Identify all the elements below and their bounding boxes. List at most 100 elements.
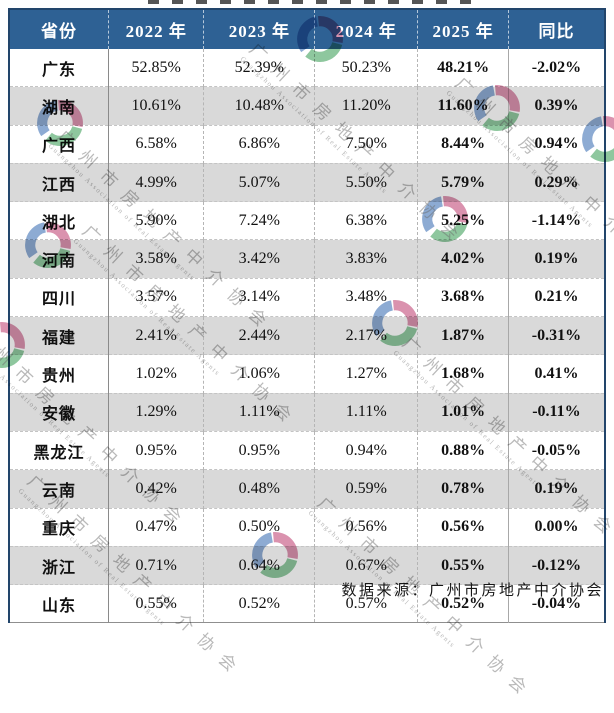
value-cell: -0.31%	[508, 316, 605, 355]
value-cell: 1.87%	[417, 316, 509, 355]
column-header: 省份	[9, 9, 110, 49]
province-cell: 福建	[9, 316, 110, 355]
value-cell: 0.64%	[203, 545, 316, 585]
value-cell: 3.68%	[417, 277, 509, 317]
value-cell: 52.39%	[203, 49, 316, 87]
value-cell: 0.71%	[108, 545, 205, 585]
value-cell: 3.57%	[108, 277, 205, 317]
province-cell: 广西	[9, 124, 110, 164]
value-cell: 0.55%	[417, 545, 509, 585]
value-cell: 0.47%	[108, 507, 205, 547]
province-cell: 广东	[9, 49, 110, 87]
province-cell: 黑龙江	[9, 430, 110, 470]
value-cell: 0.56%	[417, 507, 509, 547]
value-cell: -0.11%	[508, 392, 605, 432]
value-cell: 11.20%	[314, 86, 419, 126]
value-cell: 50.23%	[314, 49, 419, 87]
table-row: 广东 52.85% 52.39% 50.23% 48.21% -2.02%	[9, 49, 605, 87]
value-cell: 6.86%	[203, 124, 316, 164]
column-header: 2022 年	[108, 9, 205, 49]
value-cell: -0.12%	[508, 545, 605, 585]
value-cell: 0.39%	[508, 86, 605, 126]
table-container: 省份 2022 年 2023 年 2024 年 2025 年同比 广东 52.85% 52.…	[8, 8, 606, 624]
value-cell: 1.06%	[203, 354, 316, 394]
province-cell: 云南	[9, 469, 110, 509]
column-header: 2023 年	[203, 9, 316, 49]
header-row: 省份 2022 年 2023 年 2024 年 2025 年同比	[9, 9, 605, 49]
table-row: 广西 6.58% 6.86% 7.50% 8.44% 0.94%	[9, 124, 605, 164]
province-cell: 湖南	[9, 86, 110, 126]
table-row: 黑龙江 0.95% 0.95% 0.94% 0.88% -0.05%	[9, 430, 605, 470]
value-cell: 0.50%	[203, 507, 316, 547]
value-cell: 3.48%	[314, 277, 419, 317]
column-header: 2025 年	[417, 9, 509, 49]
value-cell: 0.00%	[508, 507, 605, 547]
value-cell: 1.68%	[417, 354, 509, 394]
value-cell: 1.27%	[314, 354, 419, 394]
value-cell: 48.21%	[417, 49, 509, 87]
value-cell: 0.19%	[508, 469, 605, 509]
province-cell: 安徽	[9, 392, 110, 432]
value-cell: 52.85%	[108, 49, 205, 87]
value-cell: -1.14%	[508, 201, 605, 240]
table-row: 江西 4.99% 5.07% 5.50% 5.79% 0.29%	[9, 162, 605, 202]
value-cell: 3.58%	[108, 239, 205, 279]
value-cell: 0.94%	[314, 430, 419, 470]
table-row: 重庆 0.47% 0.50% 0.56% 0.56% 0.00%	[9, 507, 605, 547]
value-cell: 1.02%	[108, 354, 205, 394]
province-stats-table: 省份 2022 年 2023 年 2024 年 2025 年同比 广东 52.85% 52.…	[8, 8, 606, 624]
value-cell: 0.56%	[314, 507, 419, 547]
table-row: 云南 0.42% 0.48% 0.59% 0.78% 0.19%	[9, 469, 605, 509]
value-cell: 0.67%	[314, 545, 419, 585]
value-cell: 7.50%	[314, 124, 419, 164]
value-cell: 3.14%	[203, 277, 316, 317]
value-cell: 0.42%	[108, 469, 205, 509]
table-row: 湖南 10.61% 10.48% 11.20% 11.60% 0.39%	[9, 86, 605, 126]
value-cell: 1.01%	[417, 392, 509, 432]
value-cell: 0.19%	[508, 239, 605, 279]
value-cell: 5.50%	[314, 162, 419, 202]
column-header: 2024 年	[314, 9, 419, 49]
value-cell: 4.02%	[417, 239, 509, 279]
table-row: 贵州 1.02% 1.06% 1.27% 1.68% 0.41%	[9, 354, 605, 394]
value-cell: 0.95%	[203, 430, 316, 470]
value-cell: 1.11%	[203, 392, 316, 432]
column-header: 同比	[508, 9, 605, 49]
value-cell: 4.99%	[108, 162, 205, 202]
value-cell: 6.58%	[108, 124, 205, 164]
value-cell: 0.88%	[417, 430, 509, 470]
table-row: 湖北 5.90% 7.24% 6.38% 5.25% -1.14%	[9, 201, 605, 240]
value-cell: 0.52%	[203, 584, 316, 623]
value-cell: -0.05%	[508, 430, 605, 470]
province-cell: 河南	[9, 239, 110, 279]
value-cell: 0.94%	[508, 124, 605, 164]
value-cell: 0.41%	[508, 354, 605, 394]
table-row: 河南 3.58% 3.42% 3.83% 4.02% 0.19%	[9, 239, 605, 279]
value-cell: 5.07%	[203, 162, 316, 202]
province-cell: 山东	[9, 584, 110, 623]
value-cell: 5.25%	[417, 201, 509, 240]
value-cell: -2.02%	[531, 58, 582, 76]
value-cell: 0.78%	[417, 469, 509, 509]
value-cell: 3.83%	[314, 239, 419, 279]
value-cell: 6.38%	[314, 201, 419, 240]
value-cell: 0.55%	[108, 584, 205, 623]
value-cell: 10.48%	[203, 86, 316, 126]
province-cell: 浙江	[9, 545, 110, 585]
province-cell: 四川	[9, 277, 110, 317]
value-cell: 0.48%	[203, 469, 316, 509]
province-cell: 江西	[9, 162, 110, 202]
value-cell: 1.29%	[108, 392, 205, 432]
province-cell: 重庆	[9, 507, 110, 547]
value-cell: 1.11%	[314, 392, 419, 432]
table-row: 安徽 1.29% 1.11% 1.11% 1.01% -0.11%	[9, 392, 605, 432]
value-cell: 5.79%	[417, 162, 509, 202]
value-cell: 0.21%	[508, 277, 605, 317]
value-cell: 0.95%	[108, 430, 205, 470]
value-cell: 11.60%	[417, 86, 509, 126]
value-cell: 5.90%	[108, 201, 205, 240]
value-cell: 0.59%	[314, 469, 419, 509]
value-cell: 7.24%	[203, 201, 316, 240]
value-cell: 2.41%	[108, 316, 205, 355]
value-cell: 2.44%	[203, 316, 316, 355]
